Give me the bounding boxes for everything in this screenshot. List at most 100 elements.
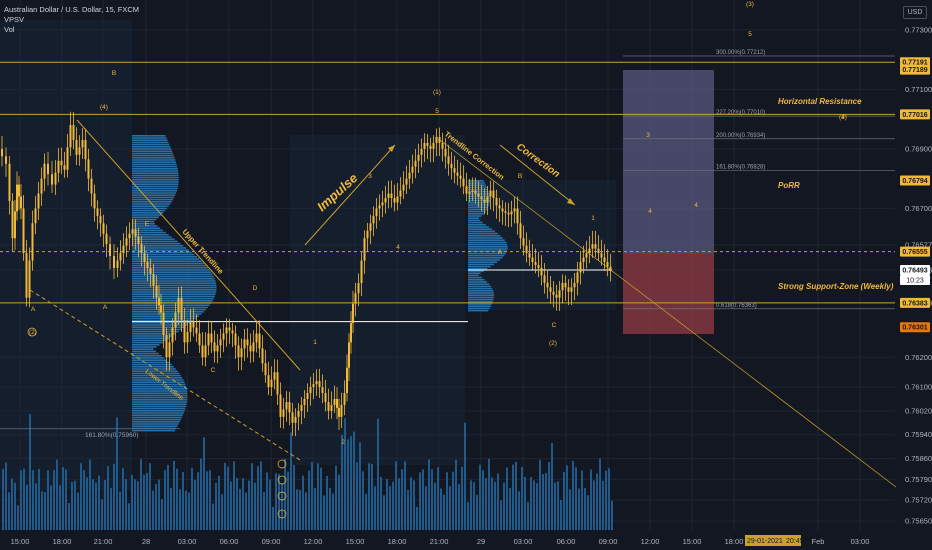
volume-profile-row (132, 381, 185, 383)
volume-bar (311, 461, 313, 530)
candle-body (174, 312, 177, 328)
volume-profile-row (468, 274, 479, 277)
candle-body (165, 334, 168, 358)
volume-bar (227, 466, 229, 530)
candle-body (119, 253, 122, 261)
fib-label: 0.618(0.76363) (716, 303, 757, 309)
price-label-tag[interactable] (900, 265, 930, 276)
price-label-tag[interactable] (900, 64, 930, 75)
volume-bar (38, 468, 40, 530)
volume-bar (584, 488, 586, 530)
candle-body (20, 196, 22, 209)
candle-body (270, 379, 273, 388)
candle-body (291, 412, 294, 423)
volume-bar (86, 477, 88, 530)
volume-bar (158, 479, 160, 530)
candle-body (258, 333, 261, 349)
volume-profile-row (132, 170, 179, 172)
volume-profile-row (132, 249, 189, 251)
volume-profile-row (132, 157, 175, 159)
volume-bar (308, 470, 310, 530)
candle-body (231, 330, 234, 334)
symbol-title[interactable]: Australian Dollar / U.S. Dollar, 15, FXC… (4, 5, 140, 14)
volume-profile-row (132, 242, 181, 245)
price-label-tag[interactable] (900, 246, 930, 257)
volume-bar (332, 493, 334, 530)
candle-body (393, 198, 396, 203)
candle-body (558, 290, 561, 298)
target-zone-box[interactable] (623, 70, 714, 254)
candle-body (276, 372, 279, 395)
candle-body (234, 333, 237, 346)
candle-body (155, 285, 158, 298)
volume-bar (206, 471, 208, 530)
volume-profile-row (132, 172, 179, 174)
volume-bar (380, 477, 382, 530)
volume-bar (74, 480, 76, 530)
indicator-vol[interactable]: Vol (4, 25, 15, 34)
volume-profile-row (132, 163, 177, 166)
volume-bar (545, 472, 547, 530)
price-label-text: 0.77016 (902, 112, 927, 119)
price-tick-label: 0.76200 (905, 353, 932, 362)
candle-body (113, 256, 115, 268)
candle-body (225, 327, 228, 334)
price-label-tag[interactable] (900, 175, 930, 186)
volume-profile-row (132, 141, 169, 144)
volume-bar (422, 469, 424, 530)
volume-profile-row (132, 377, 183, 379)
volume-bar (419, 472, 421, 530)
volume-profile-row (468, 259, 500, 261)
volume-bar (455, 459, 457, 530)
volume-profile-row (468, 210, 486, 213)
volume-bar (371, 463, 373, 530)
price-axis: 0.77300 0.77100 0.76900 0.76700 0.76577 0.764… (896, 0, 932, 540)
volume-bar (119, 491, 121, 530)
indicator-vpsv[interactable]: VPSV (4, 15, 25, 24)
time-tick-label: 12:00 (641, 537, 660, 546)
candle-body (567, 287, 570, 292)
time-tick-label: 09:00 (599, 537, 618, 546)
volume-profile-row (132, 396, 188, 399)
candle-body (8, 163, 11, 201)
volume-profile-row (468, 254, 505, 257)
price-tick-label: 0.76900 (905, 144, 932, 153)
upper-trendline[interactable] (76, 119, 301, 371)
volume-profile-row (132, 407, 186, 410)
volume-bar (494, 481, 496, 530)
price-label-tag[interactable] (900, 297, 930, 308)
candle-body (450, 163, 453, 169)
volume-bar (41, 491, 43, 530)
volume-profile-row (132, 143, 170, 146)
candle-body (516, 208, 519, 224)
candle-body (336, 398, 338, 408)
volume-bar (317, 463, 319, 530)
candle-body (537, 265, 540, 268)
price-label-tag[interactable] (900, 322, 930, 333)
candle-body (435, 136, 438, 143)
volume-bar (335, 465, 337, 530)
candle-body (495, 198, 498, 206)
volume-bar (566, 465, 568, 530)
volume-profile-row (132, 258, 200, 260)
currency-button[interactable]: USD (903, 6, 927, 19)
wave-circle (27, 327, 37, 337)
candle-body (609, 266, 612, 271)
volume-profile-row (132, 262, 204, 265)
volume-profile-row (132, 355, 162, 357)
stop-zone-box[interactable] (623, 254, 714, 334)
candle-body (102, 223, 105, 234)
wave-label: C (552, 322, 557, 329)
volume-profile-row (132, 337, 170, 339)
candle-body (348, 342, 350, 368)
wave-label: 4 (648, 208, 652, 215)
trendline-correction[interactable] (439, 139, 901, 491)
candle-body (378, 205, 381, 209)
price-label-tag[interactable] (900, 109, 930, 120)
volume-bar (359, 442, 361, 530)
candle-body (477, 193, 480, 197)
price-label-text: 0.77189 (902, 67, 927, 74)
volume-bar (305, 492, 307, 530)
volume-profile-row (132, 297, 214, 300)
